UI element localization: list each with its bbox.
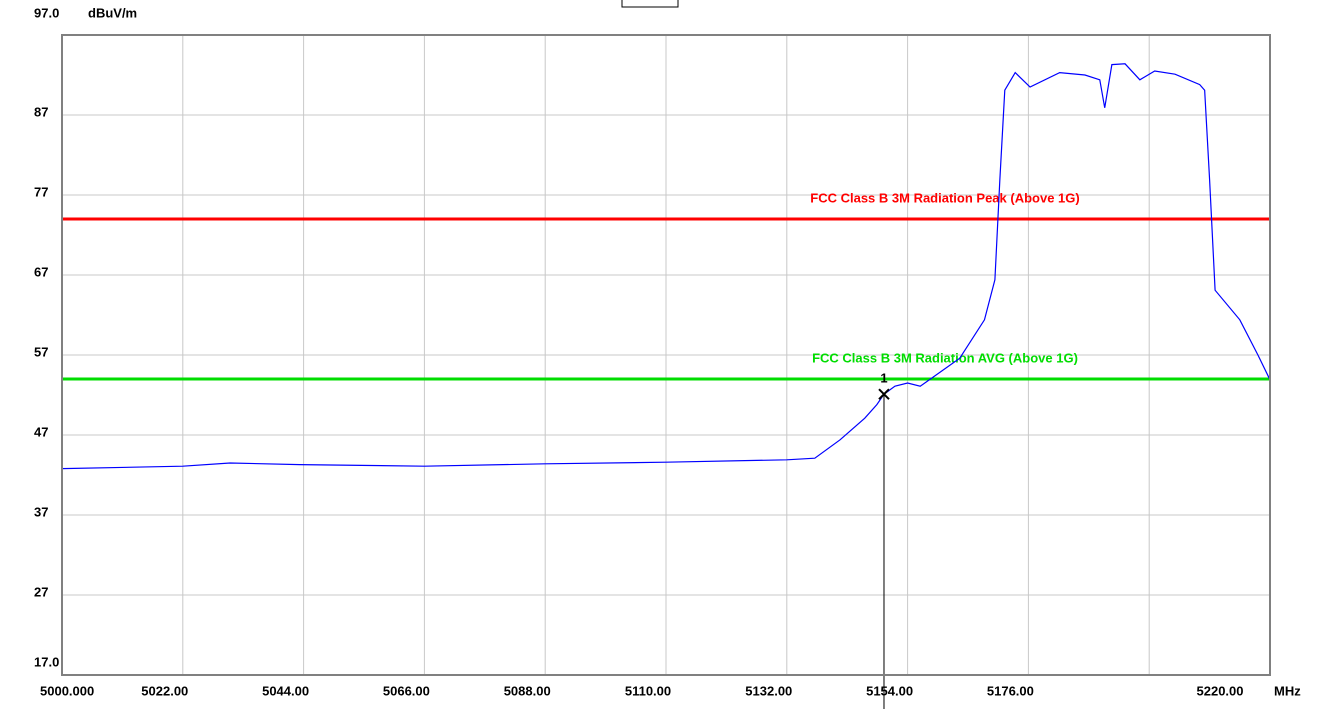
x-tick-label: 5220.00 [1197,683,1244,698]
x-tick-label: 5044.00 [262,683,309,698]
limit-label: FCC Class B 3M Radiation Peak (Above 1G) [810,190,1079,205]
plot-border [61,34,1271,676]
x-tick-label: 5088.00 [504,683,551,698]
marker-label: 1 [880,371,887,386]
y-tick-label: 57 [34,344,48,359]
y-tick-label: 67 [34,264,48,279]
y-unit: dBuV/m [88,5,137,20]
y-tick-label: 87 [34,104,48,119]
x-tick-label: 5154.00 [866,683,913,698]
x-tick-label: 5066.00 [383,683,430,698]
y-tick-label: 27 [34,584,48,599]
x-tick-label: 5110.00 [625,683,671,698]
x-tick-label: 5132.00 [745,683,792,698]
x-unit: MHz [1274,683,1301,698]
y-tick-label: 77 [34,184,48,199]
trace [61,63,1271,470]
y-tick-label: 37 [34,504,48,519]
marker [878,388,890,400]
x-tick-label: 5000.000 [40,683,94,698]
y-tick-label: 17.0 [34,654,59,669]
y-tick-label: 47 [34,424,48,439]
y-tick-label: 97.0 [34,5,59,20]
x-tick-label: 5176.00 [987,683,1034,698]
limit-label: FCC Class B 3M Radiation AVG (Above 1G) [812,350,1078,365]
title-box [621,0,679,8]
x-tick-label: 5022.00 [141,683,188,698]
